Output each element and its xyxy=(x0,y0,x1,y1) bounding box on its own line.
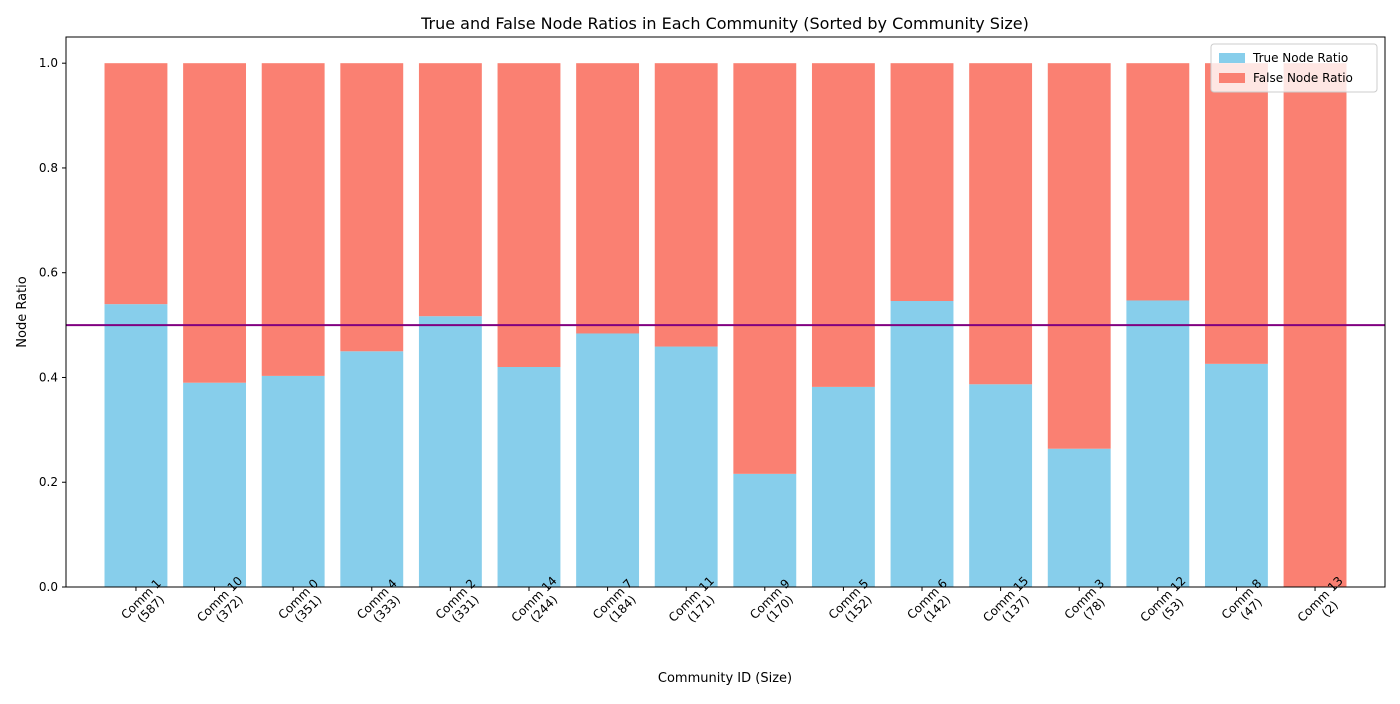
bar-false-node-ratio xyxy=(576,63,640,334)
bar-true-node-ratio xyxy=(261,375,325,587)
bar-true-node-ratio xyxy=(576,333,640,587)
legend-label: False Node Ratio xyxy=(1253,71,1353,85)
legend-swatch xyxy=(1219,53,1245,63)
bar-true-node-ratio xyxy=(104,304,168,587)
y-tick-label: 0.2 xyxy=(39,475,58,489)
bar-false-node-ratio xyxy=(183,63,247,383)
x-axis-label: Community ID (Size) xyxy=(658,671,792,686)
bar-false-node-ratio xyxy=(969,63,1033,385)
y-tick-label: 0.8 xyxy=(39,161,58,175)
bar-false-node-ratio xyxy=(1126,63,1190,301)
bar-true-node-ratio xyxy=(1204,363,1268,587)
bar-false-node-ratio xyxy=(733,63,797,474)
bar-false-node-ratio xyxy=(654,63,718,347)
bar-false-node-ratio xyxy=(890,63,954,301)
y-tick-label: 0.6 xyxy=(39,266,58,280)
y-tick-label: 1.0 xyxy=(39,56,58,70)
bar-true-node-ratio xyxy=(969,384,1033,587)
bar-false-node-ratio xyxy=(811,63,875,387)
bar-true-node-ratio xyxy=(1047,448,1111,587)
bar-false-node-ratio xyxy=(261,63,325,376)
bar-true-node-ratio xyxy=(733,473,797,587)
bar-true-node-ratio xyxy=(654,346,718,587)
chart-title: True and False Node Ratios in Each Commu… xyxy=(420,14,1029,33)
bar-false-node-ratio xyxy=(418,63,482,317)
bar-false-node-ratio xyxy=(1047,63,1111,449)
bar-false-node-ratio xyxy=(497,63,561,367)
axes-frame xyxy=(65,36,1386,588)
legend-box xyxy=(1210,43,1378,93)
y-axis-label: Node Ratio xyxy=(15,276,30,347)
y-tick-label: 0.0 xyxy=(39,580,58,594)
bar-true-node-ratio xyxy=(890,301,954,587)
bar-true-node-ratio xyxy=(1126,300,1190,587)
legend-swatch xyxy=(1219,73,1245,83)
bar-true-node-ratio xyxy=(340,351,404,587)
bar-false-node-ratio xyxy=(340,63,404,352)
bar-false-node-ratio xyxy=(104,63,168,305)
bar-true-node-ratio xyxy=(497,367,561,587)
legend: True Node Ratio False Node Ratio xyxy=(1210,43,1378,93)
y-tick-label: 0.4 xyxy=(39,370,58,384)
legend-label: True Node Ratio xyxy=(1252,51,1348,65)
bar-true-node-ratio xyxy=(811,386,875,587)
bar-false-node-ratio xyxy=(1204,63,1268,364)
bar-true-node-ratio xyxy=(183,382,247,587)
bar-true-node-ratio xyxy=(418,316,482,587)
